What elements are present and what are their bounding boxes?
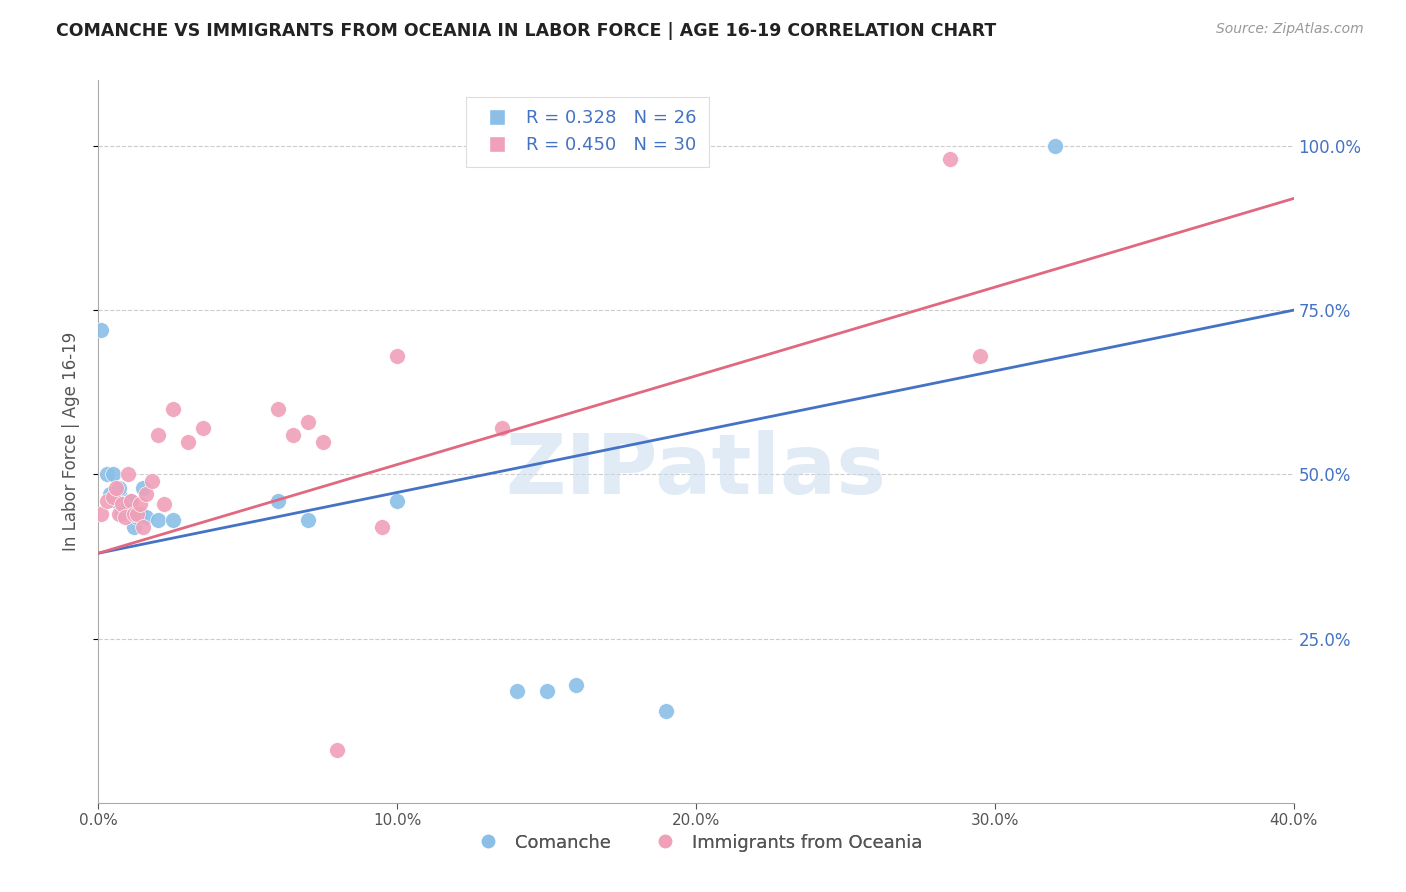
Point: [326, 743, 349, 757]
Point: [96, 493, 118, 508]
Point: [114, 510, 136, 524]
Point: [385, 349, 409, 363]
Point: [120, 493, 142, 508]
Point: [297, 415, 319, 429]
Point: [371, 520, 394, 534]
Point: [111, 507, 134, 521]
Point: [132, 481, 155, 495]
Point: [281, 428, 304, 442]
Point: [127, 507, 149, 521]
Point: [114, 497, 136, 511]
Point: [90, 507, 112, 521]
Point: [191, 421, 214, 435]
Point: [536, 684, 558, 698]
Point: [148, 513, 170, 527]
Point: [108, 507, 131, 521]
Text: COMANCHE VS IMMIGRANTS FROM OCEANIA IN LABOR FORCE | AGE 16-19 CORRELATION CHART: COMANCHE VS IMMIGRANTS FROM OCEANIA IN L…: [56, 22, 997, 40]
Point: [135, 487, 157, 501]
Point: [655, 704, 678, 718]
Point: [939, 152, 962, 166]
Point: [111, 497, 134, 511]
Point: [127, 510, 149, 524]
Point: [141, 474, 163, 488]
Point: [108, 481, 131, 495]
Point: [162, 513, 184, 527]
Point: [506, 684, 529, 698]
Point: [98, 487, 122, 501]
Point: [90, 323, 112, 337]
Point: [129, 507, 152, 521]
Point: [969, 349, 991, 363]
Point: [108, 487, 131, 501]
Point: [124, 507, 146, 521]
Point: [385, 493, 409, 508]
Point: [105, 493, 128, 508]
Point: [135, 510, 157, 524]
Point: [311, 434, 333, 449]
Point: [103, 467, 125, 482]
Legend: Comanche, Immigrants from Oceania: Comanche, Immigrants from Oceania: [463, 826, 929, 859]
Point: [491, 421, 513, 435]
Point: [153, 497, 176, 511]
Text: ZIPatlas: ZIPatlas: [506, 430, 886, 511]
Text: Source: ZipAtlas.com: Source: ZipAtlas.com: [1216, 22, 1364, 37]
Y-axis label: In Labor Force | Age 16-19: In Labor Force | Age 16-19: [62, 332, 80, 551]
Point: [148, 428, 170, 442]
Point: [1043, 139, 1066, 153]
Point: [267, 493, 290, 508]
Point: [129, 497, 152, 511]
Point: [132, 520, 155, 534]
Point: [105, 481, 128, 495]
Point: [103, 491, 125, 505]
Point: [565, 677, 588, 691]
Point: [124, 520, 146, 534]
Point: [297, 513, 319, 527]
Point: [267, 401, 290, 416]
Point: [162, 401, 184, 416]
Point: [96, 467, 118, 482]
Point: [117, 467, 139, 482]
Point: [177, 434, 200, 449]
Point: [117, 497, 139, 511]
Point: [120, 493, 142, 508]
